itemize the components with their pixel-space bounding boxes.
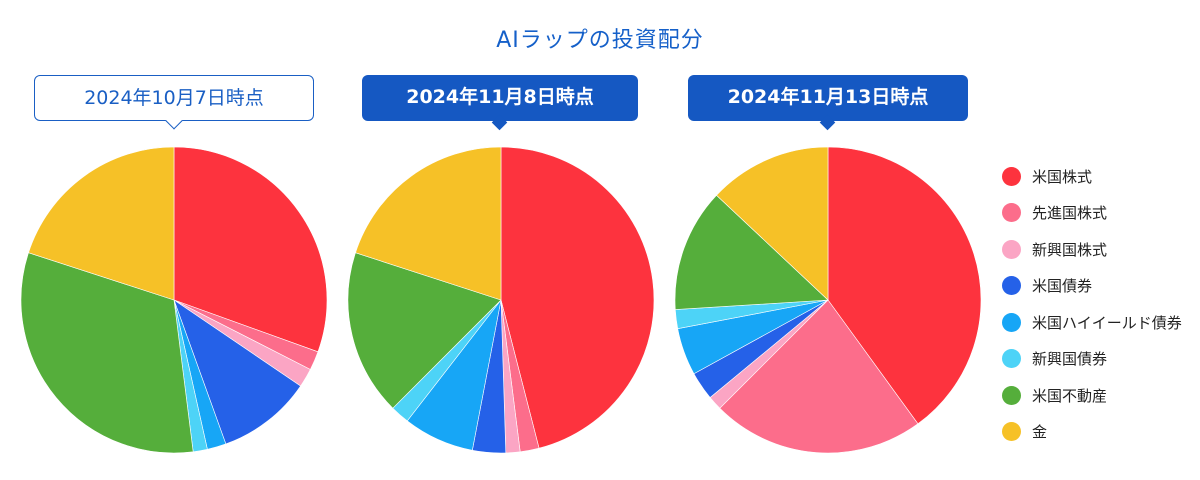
legend-swatch — [1002, 422, 1021, 442]
pie-slice-1 — [827, 146, 982, 425]
legend-swatch — [1002, 203, 1021, 223]
legend-label: 金 — [1032, 423, 1048, 442]
legend-item-emerging-stocks: 新興国株式 — [1002, 231, 1182, 268]
pie-date-label-2024-11-13: 2024年11月13日時点 — [688, 75, 968, 121]
legend-label: 米国株式 — [1032, 167, 1093, 186]
legend-swatch — [1002, 312, 1021, 332]
pie-slice-7 — [347, 252, 502, 409]
legend-label: 新興国債券 — [1032, 350, 1108, 369]
legend-label: 新興国株式 — [1032, 240, 1108, 259]
legend-label: 米国ハイイールド債券 — [1032, 313, 1182, 332]
legend-swatch — [1002, 166, 1021, 186]
legend-swatch — [1002, 276, 1021, 296]
pie-slice-2 — [719, 299, 919, 454]
legend-item-developed-stocks: 先進国株式 — [1002, 195, 1182, 232]
pie-slice-1 — [173, 146, 328, 353]
pie-slice-8 — [716, 146, 829, 301]
pie-slice-4 — [173, 299, 301, 445]
legend-swatch — [1002, 239, 1021, 259]
legend-label: 米国債券 — [1032, 277, 1093, 296]
pie-slice-8 — [355, 146, 502, 301]
legend-label: 先進国株式 — [1032, 204, 1108, 223]
legend-swatch — [1002, 385, 1021, 405]
legend-item-us-real-estate: 米国不動産 — [1002, 377, 1182, 414]
legend-item-gold: 金 — [1002, 414, 1182, 451]
legend-item-us-bonds: 米国債券 — [1002, 268, 1182, 305]
legend-item-us-high-yield-bonds: 米国ハイイールド債券 — [1002, 304, 1182, 341]
pie-date-label-2024-11-08: 2024年11月8日時点 — [362, 75, 638, 121]
pie-slice-1 — [500, 146, 655, 449]
pie-date-label-2024-10-07: 2024年10月7日時点 — [34, 75, 314, 121]
pie-slice-7 — [674, 194, 829, 310]
pie-slice-7 — [20, 252, 194, 454]
legend: 米国株式 先進国株式 新興国株式 米国債券 米国ハイイールド債券 新興国債券 米… — [1002, 158, 1182, 450]
pie-chart-2024-11-13 — [674, 146, 982, 454]
legend-item-us-stocks: 米国株式 — [1002, 158, 1182, 195]
pie-chart-2024-11-08 — [347, 146, 655, 454]
chart-title: AIラップの投資配分 — [496, 28, 704, 53]
legend-swatch — [1002, 349, 1021, 369]
pie-chart-2024-10-07 — [20, 146, 328, 454]
legend-label: 米国不動産 — [1032, 386, 1108, 405]
legend-item-emerging-bonds: 新興国債券 — [1002, 341, 1182, 378]
pie-slice-8 — [28, 146, 175, 301]
